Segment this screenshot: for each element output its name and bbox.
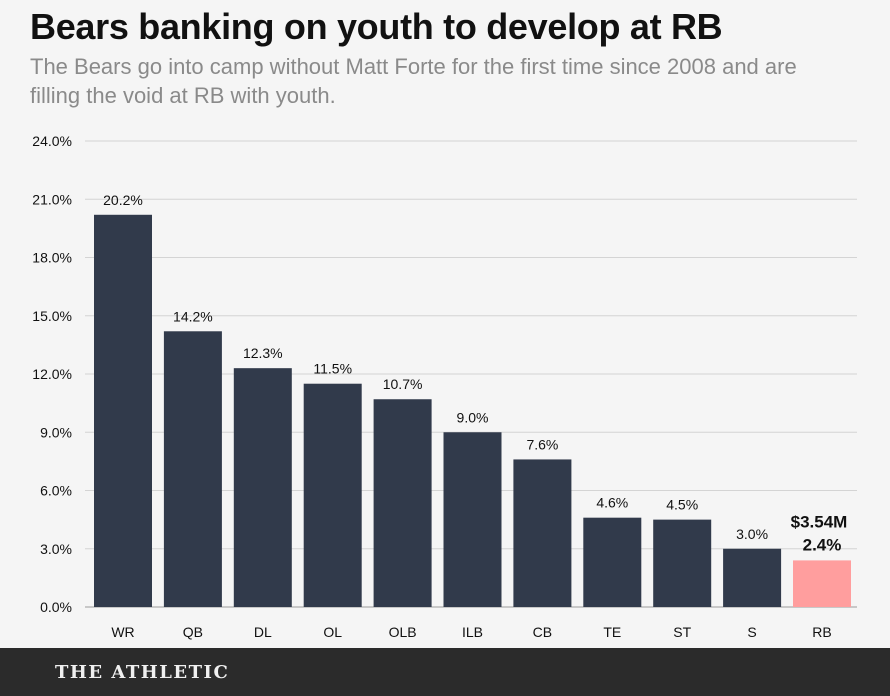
y-tick-label: 3.0% [40,541,72,557]
bar-cb [513,459,572,607]
x-tick-label: TE [603,624,621,640]
x-tick-label: S [747,624,756,640]
x-tick-label: ST [673,624,691,640]
x-tick-label: QB [183,624,203,640]
value-label: 4.6% [596,495,628,511]
value-labels: 20.2% 14.2% 12.3% 11.5% 10.7% 9.0% 7.6% 4.6% 4.5… [103,192,847,555]
x-tick-label: ILB [462,624,483,640]
highlight-annotation: $3.54M [791,512,848,531]
value-label: 9.0% [457,409,489,425]
bar-te [583,517,642,607]
x-tick-label: RB [812,624,831,640]
x-tick-label: DL [254,624,272,640]
y-tick-label: 24.0% [32,133,72,149]
footer-bar: THE ATHLETIC [0,648,890,696]
y-tick-label: 18.0% [32,250,72,266]
bar-olb [373,399,432,607]
bar-s [723,548,782,607]
value-label: 12.3% [243,345,283,361]
x-tick-label: OL [323,624,342,640]
y-tick-label: 21.0% [32,191,72,207]
value-label: 3.0% [736,526,768,542]
value-label: 2.4% [803,535,842,554]
bar-st [653,519,712,607]
y-tick-label: 9.0% [40,424,72,440]
x-tick-label: OLB [389,624,417,640]
value-label: 10.7% [383,376,423,392]
bar-ilb [443,432,502,607]
bar-wr [94,214,152,608]
x-tick-label: WR [111,624,134,640]
x-tick-label: CB [533,624,552,640]
value-label: 4.5% [666,497,698,513]
brand-logo: THE ATHLETIC [55,662,230,683]
y-tick-label: 0.0% [40,599,72,615]
x-axis-ticks: WR QB DL OL OLB ILB CB TE ST S RB [111,624,831,640]
value-label: 14.2% [173,308,213,324]
bar-rb [793,560,851,607]
bar-ol [303,383,362,607]
bar-dl [233,368,292,607]
y-axis-ticks: 0.0% 3.0% 6.0% 9.0% 12.0% 15.0% 18.0% 21.0% 24.0… [32,133,72,615]
bar-qb [163,331,222,607]
chart-subtitle: The Bears go into camp without Matt Fort… [30,54,797,108]
y-tick-label: 15.0% [32,308,72,324]
value-label: 11.5% [313,361,352,377]
bar-chart: 0.0% 3.0% 6.0% 9.0% 12.0% 15.0% 18.0% 21.0% 24.0… [32,133,857,640]
value-label: 7.6% [526,436,558,452]
bars [94,214,851,608]
y-tick-label: 6.0% [40,483,72,499]
y-tick-label: 12.0% [32,366,72,382]
value-label: 20.2% [103,192,143,208]
chart-title: Bears banking on youth to develop at RB [30,6,723,47]
